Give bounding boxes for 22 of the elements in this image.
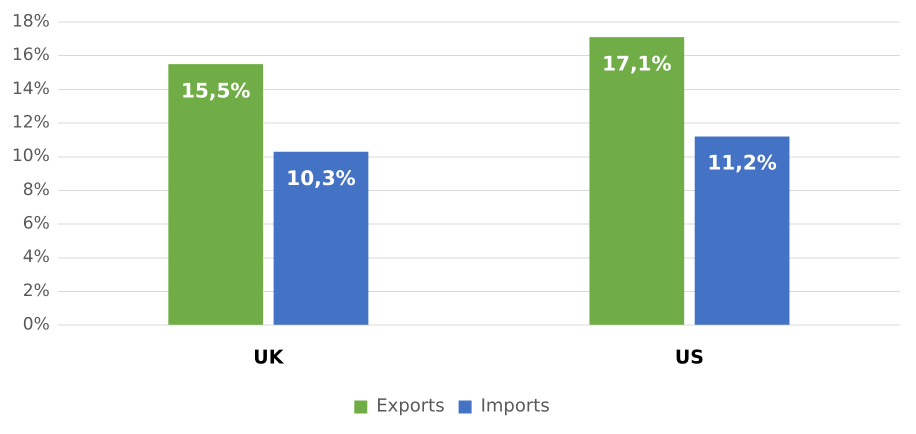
- legend-label: Imports: [480, 396, 550, 417]
- bar: [694, 136, 790, 325]
- bar: [168, 64, 264, 325]
- y-tick-label: 12%: [12, 112, 50, 132]
- data-label: 11,2%: [707, 150, 777, 175]
- y-tick-label: 16%: [12, 45, 50, 66]
- legend-label: Exports: [376, 396, 445, 417]
- bar: [274, 152, 368, 325]
- y-tick-label: 18%: [12, 11, 50, 32]
- y-tick-label: 4%: [22, 247, 50, 268]
- x-tick-label: UK: [253, 346, 285, 369]
- y-tick-label: 14%: [12, 78, 50, 99]
- y-tick-label: 10%: [12, 146, 50, 166]
- data-label: 17,1%: [602, 51, 672, 76]
- y-tick-label: 6%: [22, 214, 50, 234]
- data-label: 10,3%: [286, 166, 356, 190]
- bar: [589, 37, 684, 325]
- y-tick-label: 0%: [22, 314, 50, 335]
- x-tick-label: US: [674, 346, 704, 369]
- y-tick-label: 8%: [22, 180, 50, 200]
- data-label: 15,5%: [181, 78, 250, 102]
- y-tick-label: 2%: [22, 280, 50, 301]
